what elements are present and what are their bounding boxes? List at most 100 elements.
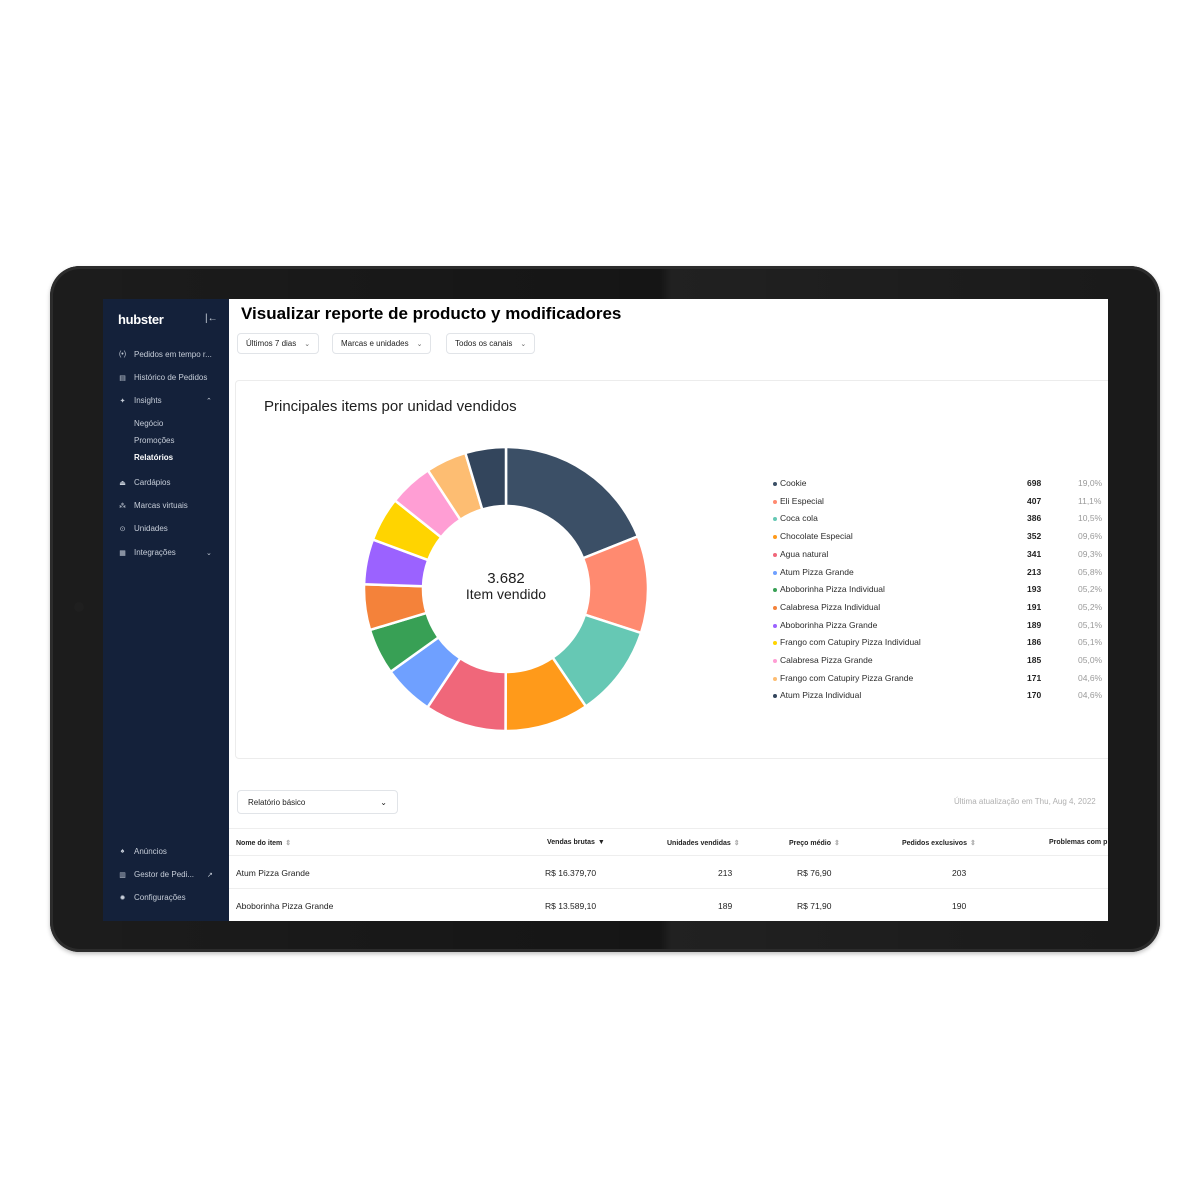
table-row[interactable]: Atum Pizza Grande R$ 16.379,70 213 R$ 76… xyxy=(229,856,1108,889)
legend-percentage: 05,8% xyxy=(1078,566,1103,577)
sidebar-item-insights[interactable]: ✦ Insights ⌃ xyxy=(118,396,212,405)
legend-item[interactable]: Agua natural 341 09,3% xyxy=(773,549,1108,563)
chevron-down-icon: ⌄ xyxy=(416,340,423,348)
legend-item[interactable]: Atum Pizza Individual 170 04,6% xyxy=(773,690,1108,704)
legend-percentage: 09,3% xyxy=(1078,548,1103,559)
cell-gross-sales: R$ 16.379,70 xyxy=(545,868,597,878)
legend-value: 186 xyxy=(1027,637,1042,648)
filter-date-range[interactable]: Últimos 7 dias ⌄ xyxy=(237,333,320,354)
cell-exclusive-orders: 190 xyxy=(952,901,967,911)
filter-label: Marcas e unidades xyxy=(341,339,409,348)
sort-icon: ⇕ xyxy=(834,840,840,847)
legend-value: 341 xyxy=(1027,548,1042,559)
logo: hubster xyxy=(118,312,164,327)
legend-dot-icon xyxy=(773,676,777,681)
legend-percentage: 09,6% xyxy=(1078,531,1103,542)
filter-brands-units[interactable]: Marcas e unidades ⌄ xyxy=(332,333,432,354)
column-header-avg-price[interactable]: Preço médio ⇕ xyxy=(789,839,840,847)
legend-value: 213 xyxy=(1027,566,1042,577)
table-row[interactable]: Aboborinha Pizza Grande R$ 13.589,10 189… xyxy=(229,889,1108,921)
main-content: Visualizar reporte de producto y modific… xyxy=(229,299,1108,921)
legend-item[interactable]: Aboborinha Pizza Grande 189 05,1% xyxy=(773,620,1108,634)
legend-dot-icon xyxy=(773,482,777,486)
filter-label: Últimos 7 dias xyxy=(246,339,297,348)
sidebar-item-label: Unidades xyxy=(134,524,168,533)
legend-item[interactable]: Chocolate Especial 352 09,6% xyxy=(773,531,1108,545)
menu-icon: ⏏ xyxy=(119,479,126,487)
chevron-down-icon: ⌄ xyxy=(520,340,527,348)
legend-dot-icon xyxy=(773,694,777,699)
sidebar-item-pedidos-tempo-real[interactable]: (•) Pedidos em tempo r... xyxy=(118,350,212,359)
legend-item[interactable]: Atum Pizza Grande 213 05,8% xyxy=(773,567,1108,581)
legend-value: 170 xyxy=(1027,690,1042,701)
page-title: Visualizar reporte de producto y modific… xyxy=(241,304,622,323)
filter-label: Todos os canais xyxy=(455,339,513,348)
cell-avg-price: R$ 76,90 xyxy=(797,868,832,878)
sidebar-item-integracoes[interactable]: ▦ Integrações ⌄ xyxy=(118,548,212,557)
sidebar-subitem-negocio[interactable]: Negócio xyxy=(134,419,164,428)
sort-desc-icon: ▼ xyxy=(597,839,605,846)
sidebar-subitem-relatorios[interactable]: Relatórios xyxy=(134,453,174,462)
filter-channels[interactable]: Todos os canais ⌄ xyxy=(446,333,536,354)
column-label: Preço médio xyxy=(789,840,832,847)
report-type-select[interactable]: Relatório básico ⌄ xyxy=(237,790,398,814)
legend-label: Cookie xyxy=(780,478,807,488)
chart-center-value: 3.682 xyxy=(487,570,525,587)
sidebar-item-historico[interactable]: ▤ Histórico de Pedidos xyxy=(118,373,207,382)
legend-percentage: 04,6% xyxy=(1078,672,1103,683)
legend-item[interactable]: Calabresa Pizza Grande 185 05,0% xyxy=(773,655,1108,669)
sidebar-item-configuracoes[interactable]: ✹ Configurações xyxy=(118,893,186,902)
cell-exclusive-orders: 203 xyxy=(952,868,967,878)
column-header-exclusive-orders[interactable]: Pedidos exclusivos ⇕ xyxy=(902,839,976,847)
legend-item[interactable]: Cookie 698 19,0% xyxy=(773,478,1108,492)
chevron-down-icon: ⌄ xyxy=(304,340,311,348)
collapse-sidebar-icon[interactable]: |← xyxy=(205,313,218,324)
sidebar-item-label: Configurações xyxy=(134,893,186,902)
legend-label: Atum Pizza Grande xyxy=(780,566,854,577)
sidebar-item-label: Integrações xyxy=(134,548,176,557)
legend-label: Frango com Catupiry Pizza Individual xyxy=(780,637,921,648)
column-label: Nome do item xyxy=(236,840,283,847)
legend-item[interactable]: Aboborinha Pizza Individual 193 05,2% xyxy=(773,584,1108,598)
column-label: Vendas brutas xyxy=(547,839,595,846)
column-header-problems[interactable]: Problemas com p xyxy=(1049,839,1107,846)
order-manager-icon: ▥ xyxy=(119,871,126,879)
camera-icon xyxy=(74,602,84,612)
gear-icon: ✹ xyxy=(119,894,126,902)
legend-item[interactable]: Eli Especial 407 11,1% xyxy=(773,496,1108,510)
cell-units-sold: 189 xyxy=(718,901,733,911)
sidebar-item-label: Pedidos em tempo r... xyxy=(134,350,212,359)
chevron-down-icon: ⌄ xyxy=(380,797,387,807)
column-header-units-sold[interactable]: Unidades vendidas ⇕ xyxy=(667,839,740,847)
legend-value: 698 xyxy=(1027,478,1042,488)
column-header-item-name[interactable]: Nome do item ⇕ xyxy=(236,839,291,847)
report-select-value: Relatório básico xyxy=(248,797,306,807)
legend-percentage: 10,5% xyxy=(1078,513,1103,524)
legend-dot-icon xyxy=(773,641,777,646)
sidebar-item-gestor-pedidos[interactable]: ▥ Gestor de Pedi... ↗ xyxy=(118,870,213,879)
legend-item[interactable]: Frango com Catupiry Pizza Individual 186 0… xyxy=(773,637,1108,651)
sidebar-item-unidades[interactable]: ⊙ Unidades xyxy=(118,524,168,533)
sidebar-subitem-promocoes[interactable]: Promoções xyxy=(134,436,175,445)
cell-item-name: Atum Pizza Grande xyxy=(236,868,310,878)
legend-label: Frango com Catupiry Pizza Grande xyxy=(780,672,914,683)
legend-label: Aboborinha Pizza Grande xyxy=(780,619,878,630)
legend-label: Calabresa Pizza Individual xyxy=(780,601,881,612)
sidebar-item-anuncios[interactable]: ♠ Anúncios xyxy=(118,847,167,856)
sidebar-item-marcas-virtuais[interactable]: ⁂ Marcas virtuais xyxy=(118,501,188,510)
donut-slice-cookie[interactable] xyxy=(504,446,640,560)
legend-item[interactable]: Frango com Catupiry Pizza Grande 171 04,6% xyxy=(773,673,1108,687)
bell-icon: ♠ xyxy=(120,848,125,855)
legend-dot-icon xyxy=(773,659,777,663)
legend-value: 386 xyxy=(1027,513,1042,524)
legend-dot-icon xyxy=(773,499,777,504)
external-link-icon: ↗ xyxy=(207,871,213,879)
sidebar-item-cardapios[interactable]: ⏏ Cardápios xyxy=(118,478,170,487)
donut-slice-atum-pizza-individual[interactable] xyxy=(463,446,508,512)
column-label: Problemas com p xyxy=(1049,839,1108,846)
column-header-gross-sales[interactable]: Vendas brutas ▼ xyxy=(547,839,605,846)
legend-item[interactable]: Calabresa Pizza Individual 191 05,2% xyxy=(773,602,1108,616)
legend-item[interactable]: Coca cola 386 10,5% xyxy=(773,513,1108,527)
legend-label: Eli Especial xyxy=(780,495,824,506)
legend-value: 191 xyxy=(1027,601,1042,612)
